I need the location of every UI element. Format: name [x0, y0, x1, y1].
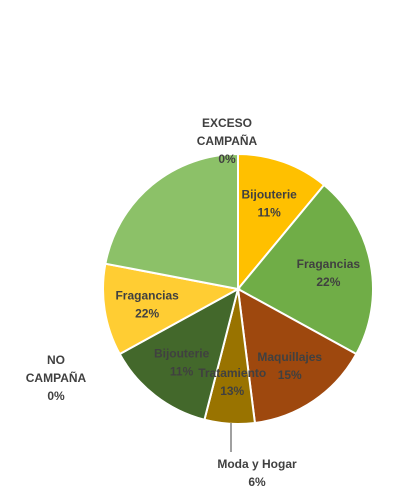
- slice-label-value: 22%: [135, 306, 159, 320]
- label-exceso-campana: EXCESO CAMPAÑA 0%: [197, 116, 258, 166]
- slice-label-value: 11%: [170, 365, 194, 379]
- slice-label-3: Tratamiento 13%: [198, 366, 266, 398]
- slice-label-name: Maquillajes: [257, 350, 322, 364]
- slice-label-name: Bijouterie: [154, 347, 210, 361]
- pie-slice-bijouterie-0: [237, 152, 326, 292]
- label-moda-value: 6%: [248, 475, 266, 489]
- slice-label-2: Maquillajes 15%: [257, 350, 322, 382]
- slice-label-1: Fragancias 22%: [297, 257, 361, 289]
- slice-label-name: Tratamiento: [198, 366, 266, 380]
- label-no-line2: CAMPAÑA: [26, 370, 87, 385]
- slice-label-name: Bijouterie: [241, 187, 297, 201]
- slice-label-0: Bijouterie 11%: [241, 187, 297, 219]
- label-exceso-line2: CAMPAÑA: [197, 133, 258, 148]
- pie-slice-maquillajes-2: [236, 287, 358, 425]
- slice-label-name: Fragancias: [115, 288, 179, 302]
- pie-slices: [102, 152, 374, 425]
- slice-label-4: Bijouterie 11%: [154, 347, 210, 379]
- slice-label-value: 22%: [316, 275, 340, 289]
- pie-slice-tratamiento-4: [118, 287, 240, 421]
- slice-label-value: 15%: [278, 368, 302, 382]
- label-no-line1: NO: [47, 353, 65, 367]
- slice-label-6: Fragancias 22%: [115, 288, 179, 320]
- slice-label-name: Fragancias: [297, 257, 361, 271]
- pie-slice-fragancias-1: [236, 183, 374, 356]
- slice-label-value: 11%: [257, 205, 281, 219]
- pie-slice-fragancias-7: [104, 152, 239, 291]
- label-no-value: 0%: [47, 389, 65, 403]
- label-moda-line1: Moda y Hogar: [217, 457, 297, 471]
- label-exceso-line1: EXCESO: [202, 116, 252, 130]
- pie-slice-bijouterie-6: [102, 262, 241, 356]
- slice-label-value: 13%: [220, 384, 244, 398]
- label-moda-y-hogar: Moda y Hogar 6%: [217, 423, 297, 489]
- pie-labels: Bijouterie 11% Fragancias 22% Maquillajes 15%…: [115, 187, 360, 397]
- label-no-campana: NO CAMPAÑA 0%: [26, 353, 87, 403]
- label-exceso-value: 0%: [218, 152, 236, 166]
